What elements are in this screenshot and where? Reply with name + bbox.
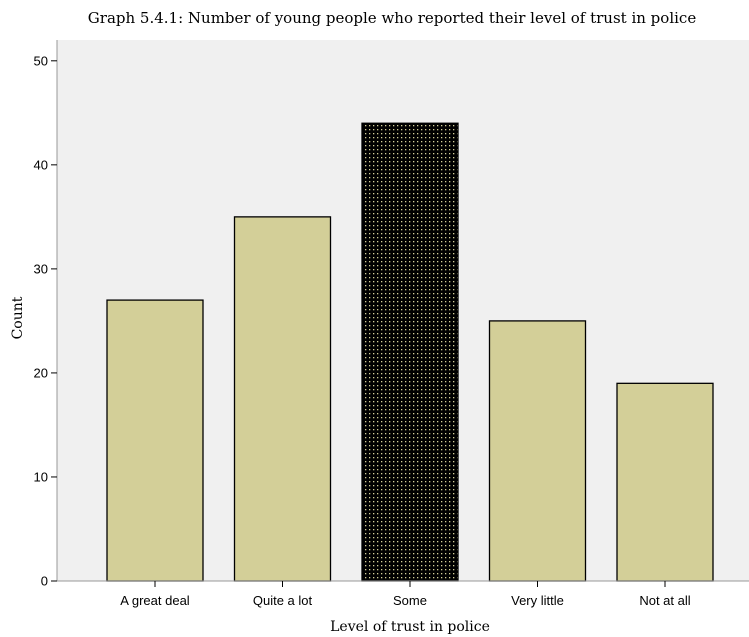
bars: [106, 122, 714, 582]
y-tick-label: 20: [34, 365, 48, 380]
x-tick-label: Not at all: [639, 593, 690, 608]
y-axis-title: Count: [10, 296, 26, 339]
bar-not-at-all: [616, 382, 714, 582]
bar-very-little: [488, 320, 587, 582]
y-axis: 0 10 20 30 40 50: [34, 40, 58, 589]
x-axis: A great deal Quite a lot Some Very little No…: [57, 580, 749, 608]
y-tick-label: 0: [41, 574, 48, 589]
x-tick-label: Very little: [511, 593, 564, 608]
bar-quite-a-lot: [233, 216, 332, 582]
chart-title: Graph 5.4.1: Number of young people who …: [88, 9, 697, 27]
x-axis-title: Level of trust in police: [330, 619, 490, 635]
x-tick-label: Quite a lot: [253, 593, 313, 608]
x-tick-label: A great deal: [120, 593, 189, 608]
bar-some: [361, 122, 459, 582]
y-tick-label: 40: [34, 157, 48, 172]
y-tick-label: 50: [34, 53, 48, 68]
x-tick-label: Some: [393, 593, 427, 608]
y-tick-label: 30: [34, 261, 48, 276]
y-tick-label: 10: [34, 469, 48, 484]
bar-a-great-deal: [106, 299, 204, 582]
